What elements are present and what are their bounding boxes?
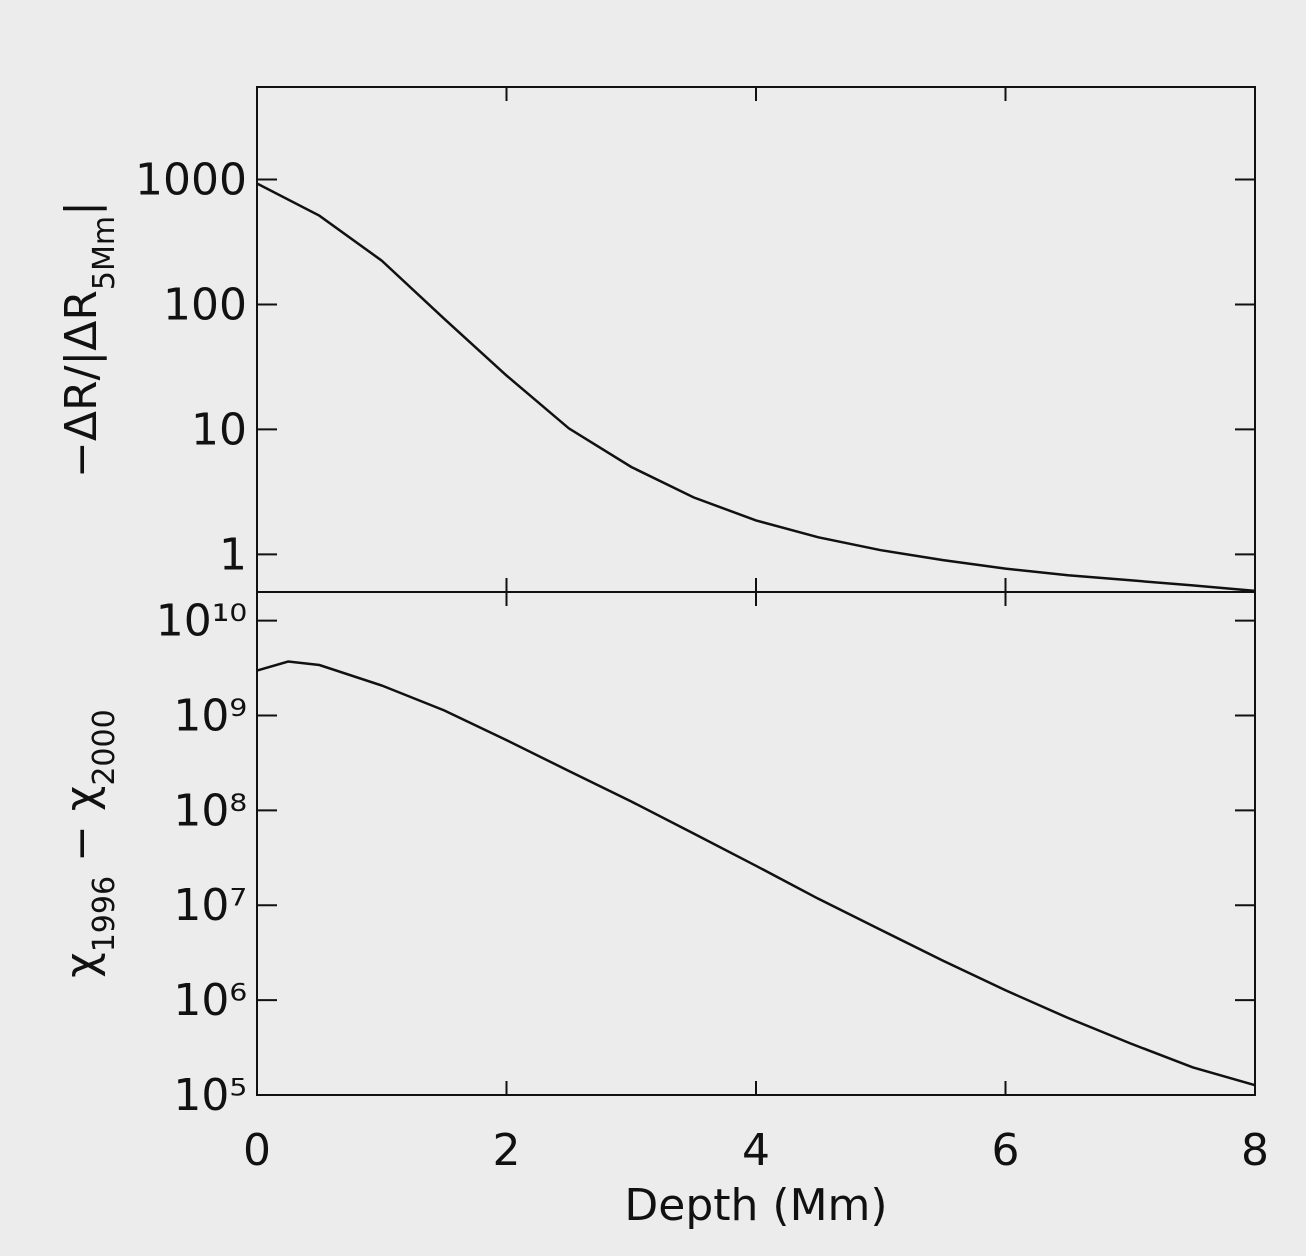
y-tick-label: 10 [191, 404, 247, 455]
y-tick-label: 1000 [135, 155, 247, 206]
plot-frame [256, 86, 1256, 593]
y-tick-label: 100 [163, 279, 247, 330]
x-tick-label: 6 [992, 1125, 1020, 1176]
y-tick-label: 1 [219, 529, 247, 580]
data-line [256, 660, 1256, 1087]
y-axis-label: χ1996 − χ2000 [56, 709, 122, 977]
y-tick-label: 10⁷ [173, 880, 247, 931]
y-axis-label-part: 5Mm [87, 216, 122, 290]
plot-frame [256, 591, 1256, 1096]
y-axis-label-part: | [56, 201, 107, 216]
y-axis-label-part: − χ [56, 786, 107, 876]
x-axis-label: Depth (Mm) [624, 1180, 887, 1231]
y-axis-label-part: 1996 [87, 876, 122, 952]
y-tick-label: 10⁶ [173, 975, 247, 1026]
y-tick-label: 10⁵ [173, 1070, 247, 1121]
y-tick-label: 10⁹ [173, 690, 247, 741]
x-tick-label: 4 [742, 1125, 770, 1176]
y-tick-label: 10¹⁰ [156, 596, 247, 647]
x-tick-label: 0 [243, 1125, 271, 1176]
y-tick-label: 10⁸ [173, 785, 247, 836]
y-axis-label: −ΔR/|ΔR5Mm| [56, 201, 122, 478]
y-axis-label-part: −ΔR/|ΔR [56, 290, 107, 478]
data-line [256, 182, 1256, 593]
y-axis-label-part: χ [56, 952, 107, 977]
y-axis-label-part: 2000 [87, 709, 122, 785]
x-tick-label: 2 [493, 1125, 521, 1176]
x-tick-label: 8 [1241, 1125, 1269, 1176]
